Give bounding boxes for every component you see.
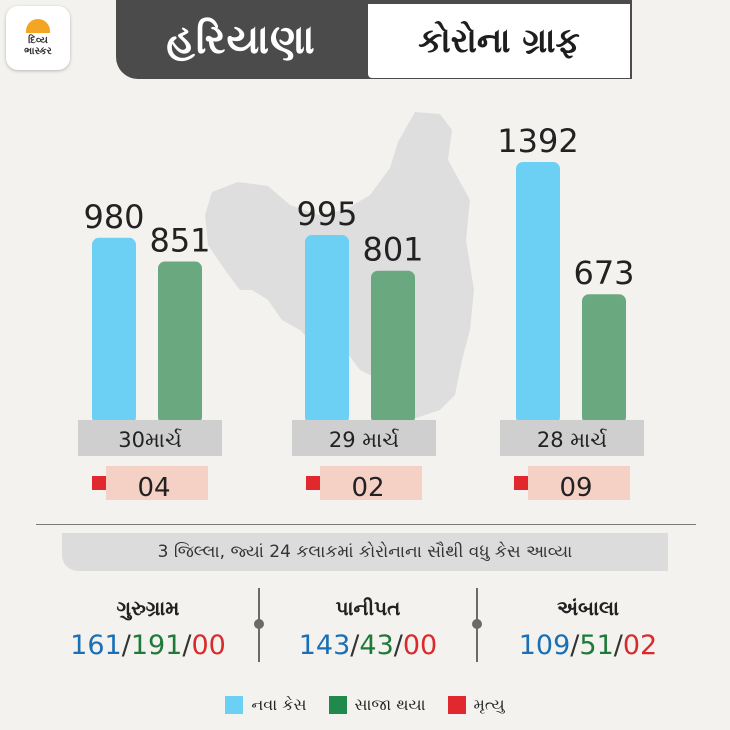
header-state: હરિયાણા <box>166 16 316 63</box>
legend-swatch-death <box>447 696 466 714</box>
district-new-cases: 143 <box>298 630 351 661</box>
logo-line-1: દિવ્ય <box>28 35 48 46</box>
district-name: અંબાલા <box>556 596 620 620</box>
legend-swatch-new <box>225 696 244 714</box>
data-label: 980 <box>83 198 144 236</box>
legend-item-death: મૃત્યુ <box>447 695 505 715</box>
bar-new-cases <box>92 237 136 424</box>
date-label-box <box>500 420 644 456</box>
slash: / <box>613 630 623 661</box>
death-count: 09 <box>559 473 592 503</box>
district-deaths: 02 <box>622 630 658 661</box>
death-marker-icon <box>514 476 528 490</box>
district-deaths: 00 <box>402 630 438 661</box>
data-label: 851 <box>149 221 210 259</box>
district-new-cases: 109 <box>518 630 571 661</box>
data-label: 995 <box>296 195 357 233</box>
death-label-box <box>106 466 208 500</box>
district-new-cases: 161 <box>70 630 122 661</box>
slash: / <box>121 630 131 661</box>
date-label-box <box>292 420 436 456</box>
data-label: 1392 <box>497 122 578 160</box>
district-name: ગુરુગ્રામ <box>116 596 180 620</box>
date-label: 29 માર્ચ <box>329 428 399 452</box>
death-count: 02 <box>351 473 384 503</box>
slash: / <box>393 630 403 661</box>
legend-label-death: મૃત્યુ <box>473 695 505 714</box>
legend-item-recovered: સાજા થયા <box>328 695 426 715</box>
legend-label-new: નવા કેસ <box>251 695 307 714</box>
bar-new-cases <box>516 162 560 424</box>
separator-line <box>36 524 696 525</box>
district-recovered: 43 <box>359 630 394 661</box>
district-figures: 109/51/02 <box>488 630 688 661</box>
divider-dot <box>472 619 482 629</box>
death-label-box <box>320 466 422 500</box>
district-panipat: પાનીપત 143/43/00 <box>268 596 468 661</box>
sun-icon <box>26 19 50 33</box>
district-name: પાનીપત <box>335 596 401 620</box>
death-marker-icon <box>92 476 106 490</box>
divya-bhaskar-logo: દિવ્ય ભાસ્કર <box>6 6 70 70</box>
date-label: 30માર્ચ <box>118 428 182 452</box>
slash: / <box>182 630 192 661</box>
district-gurugram: ગુરુગ્રામ 161/191/00 <box>48 596 248 661</box>
district-figures: 161/191/00 <box>48 630 248 661</box>
data-label: 673 <box>573 254 634 292</box>
bar-new-cases <box>305 235 349 424</box>
slash: / <box>570 630 580 661</box>
logo-line-2: ભાસ્કર <box>24 46 52 57</box>
chart-legend: નવા કેસ સાજા થયા મૃત્યુ <box>0 690 730 720</box>
data-label: 801 <box>362 231 423 269</box>
death-label-box <box>528 466 630 500</box>
district-ambala: અંબાલા 109/51/02 <box>488 596 688 661</box>
bar-recovered <box>582 294 626 424</box>
legend-label-recovered: સાજા થયા <box>354 695 426 714</box>
district-recovered: 191 <box>130 630 183 661</box>
district-figures: 143/43/00 <box>268 630 468 661</box>
date-label: 28 માર્ચ <box>537 428 607 452</box>
bar-recovered <box>158 261 202 424</box>
death-count: 04 <box>137 473 170 503</box>
district-recovered: 51 <box>579 630 614 661</box>
date-label-box <box>78 420 222 456</box>
legend-swatch-recovered <box>328 696 347 714</box>
header-title: કોરોના ગ્રાફ <box>368 4 630 78</box>
death-marker-icon <box>306 476 320 490</box>
district-deaths: 00 <box>191 630 226 661</box>
divider-dot <box>254 619 264 629</box>
legend-item-new: નવા કેસ <box>225 695 307 715</box>
bar-recovered <box>371 270 415 424</box>
slash: / <box>350 630 360 661</box>
districts-banner: 3 જિલ્લા, જ્યાં 24 કલાકમાં કોરોનાના સૌથી… <box>62 533 668 571</box>
